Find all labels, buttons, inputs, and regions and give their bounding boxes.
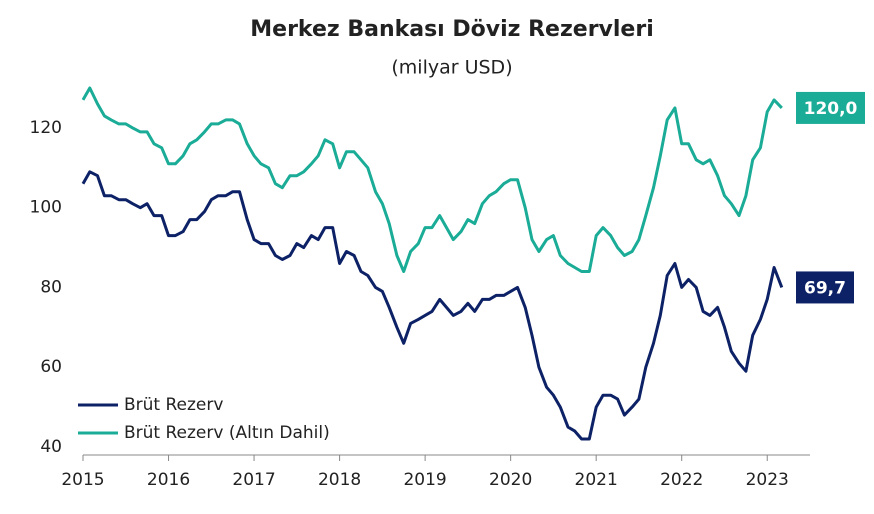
series-line [81,170,784,441]
x-tick-label: 2018 [318,470,361,490]
chart-subtitle: (milyar USD) [391,57,512,79]
x-tick-label: 2020 [489,470,532,490]
y-tick-label: 40 [40,437,62,457]
y-tick-label: 60 [40,357,62,377]
x-tick-label: 2019 [403,470,446,490]
x-tick-label: 2021 [575,470,618,490]
series-line [81,86,783,273]
y-tick-label: 120 [30,118,62,138]
x-tick-label: 2017 [232,470,275,490]
x-tick-label: 2023 [746,470,789,490]
end-label-box [796,271,854,304]
end-label-box [796,91,865,124]
chart-title: Merkez Bankası Döviz Rezervleri [250,17,654,42]
y-tick-label: 100 [30,198,62,218]
end-label: 120,0 [804,99,858,119]
x-tick-label: 2016 [147,470,190,490]
x-tick-label: 2015 [61,470,104,490]
end-label: 69,7 [804,278,846,298]
x-tick-label: 2022 [660,470,703,490]
y-tick-label: 80 [40,277,62,297]
legend-label: Brüt Rezerv (Altın Dahil) [124,423,330,443]
legend-label: Brüt Rezerv [124,395,223,415]
